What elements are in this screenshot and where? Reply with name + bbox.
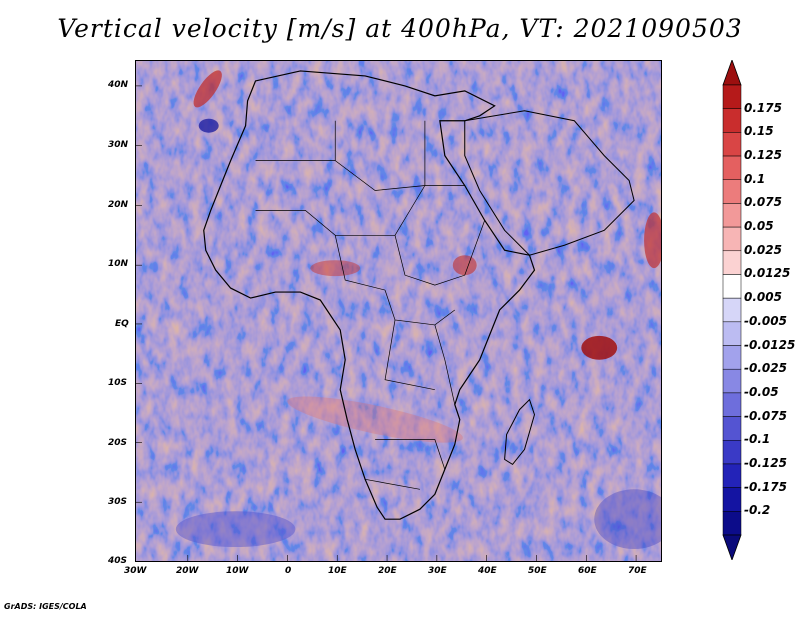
lat-label: 40S: [108, 556, 128, 566]
velocity-field: [136, 61, 661, 561]
colorbar-swatch: [722, 440, 742, 465]
lat-label: 30N: [108, 140, 129, 150]
downdraft-band: [175, 511, 296, 548]
lat-label: 20S: [108, 438, 128, 448]
colorbar-tick-label: -0.0125: [744, 337, 796, 352]
colorbar-tick-label: 0.175: [744, 100, 782, 115]
updraft-band: [287, 396, 463, 443]
downdraft-band: [594, 489, 661, 550]
colorbar-swatch: [722, 511, 742, 536]
lat-label: 30S: [108, 497, 128, 507]
colorbar-tick-label: -0.025: [744, 361, 787, 376]
chart-title: Vertical velocity [m/s] at 400hPa, VT: 2…: [57, 14, 743, 43]
downdraft-cell: [198, 118, 219, 133]
colorbar-swatch: [722, 368, 742, 394]
colorbar-tick-label: 0.025: [744, 242, 782, 257]
colorbar-swatch: [722, 179, 742, 204]
colorbar-tick-label: -0.05: [744, 384, 779, 399]
colorbar-swatch: [722, 155, 742, 180]
updraft-cell: [644, 212, 661, 269]
lat-label: 20N: [108, 200, 129, 210]
colorbar-swatch: [722, 487, 742, 512]
updraft-cell: [193, 70, 222, 108]
colorbar-swatch: [722, 345, 742, 370]
lat-label: 10N: [108, 259, 129, 269]
colorbar-tick-label: -0.175: [744, 479, 787, 494]
colorbar-swatch: [722, 132, 742, 157]
colorbar-tick-label: 0.1: [744, 171, 766, 186]
colorbar-swatch: [722, 321, 742, 346]
colorbar-swatch: [722, 203, 742, 228]
colorbar: [722, 60, 742, 560]
lon-label: 10W: [226, 566, 249, 576]
country-borders: [255, 120, 485, 490]
colorbar-tick-label: 0.005: [744, 290, 782, 305]
lat-label: 10S: [108, 378, 128, 388]
lon-label: 50E: [528, 566, 547, 576]
colorbar-max-arrow: [722, 60, 742, 86]
africa-coastline: [203, 70, 536, 520]
updraft-cell: [581, 335, 618, 360]
lon-label: 70E: [628, 566, 647, 576]
lat-label: EQ: [115, 319, 129, 329]
colorbar-swatch: [722, 250, 742, 275]
colorbar-swatch: [722, 274, 742, 299]
colorbar-tick-label: -0.1: [744, 432, 771, 447]
credit-text: GrADS: IGES/COLA: [4, 602, 87, 611]
colorbar-tick-label: 0.15: [744, 124, 774, 139]
colorbar-swatch: [722, 108, 742, 133]
lon-label: 20W: [176, 566, 199, 576]
colorbar-swatch: [722, 392, 742, 417]
map-panel: [135, 60, 662, 562]
lon-label: 30W: [124, 566, 147, 576]
madagascar-outline: [504, 398, 536, 466]
lon-label: 20E: [378, 566, 397, 576]
lon-label: 30E: [428, 566, 447, 576]
colorbar-tick-label: 0.125: [744, 148, 782, 163]
updraft-band: [310, 260, 361, 277]
lon-label: 40E: [478, 566, 497, 576]
lon-label: 60E: [578, 566, 597, 576]
colorbar-swatch: [722, 84, 742, 109]
lon-label: 10E: [328, 566, 347, 576]
updraft-cell: [452, 255, 477, 276]
colorbar-swatch: [722, 226, 742, 252]
lat-label: 40N: [108, 80, 129, 90]
colorbar-min-arrow: [722, 534, 742, 560]
colorbar-swatch: [722, 463, 742, 488]
colorbar-tick-label: -0.075: [744, 408, 787, 423]
lon-label: 0: [285, 566, 292, 576]
colorbar-tick-label: 0.05: [744, 219, 774, 234]
colorbar-tick-label: -0.005: [744, 313, 787, 328]
colorbar-tick-label: 0.075: [744, 195, 782, 210]
colorbar-swatch: [722, 416, 742, 441]
arabia-outline: [464, 110, 635, 256]
colorbar-tick-label: -0.2: [744, 503, 771, 518]
colorbar-tick-label: 0.0125: [744, 266, 791, 281]
colorbar-swatch: [722, 297, 742, 323]
colorbar-tick-label: -0.125: [744, 455, 787, 470]
